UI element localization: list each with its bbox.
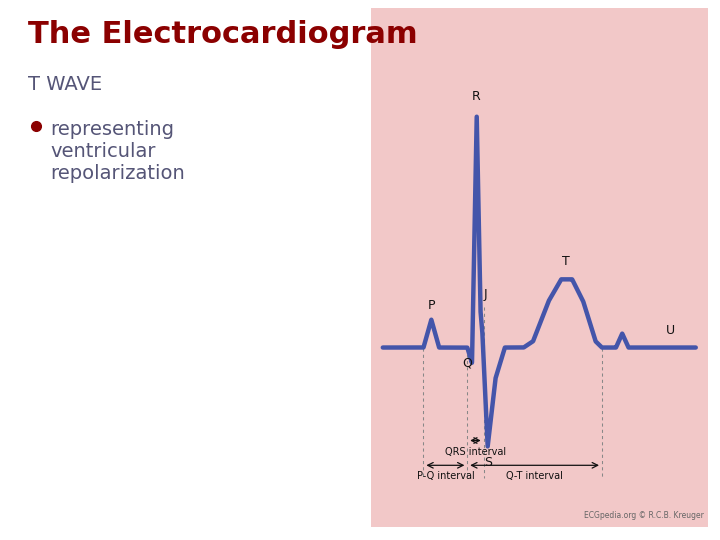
Text: The Electrocardiogram: The Electrocardiogram xyxy=(28,20,418,49)
Text: ventricular: ventricular xyxy=(50,142,156,161)
Text: U: U xyxy=(666,324,675,337)
Text: QRS interval: QRS interval xyxy=(445,447,506,456)
Text: Q: Q xyxy=(463,357,472,370)
Text: ECGpedia.org © R.C.B. Kreuger: ECGpedia.org © R.C.B. Kreuger xyxy=(584,511,703,521)
Text: R: R xyxy=(472,90,480,103)
Text: P: P xyxy=(428,299,435,312)
Text: representing: representing xyxy=(50,120,174,139)
Text: Q-T interval: Q-T interval xyxy=(506,471,563,481)
Text: repolarization: repolarization xyxy=(50,164,185,183)
Text: T WAVE: T WAVE xyxy=(28,75,102,94)
Bar xyxy=(371,8,708,526)
Text: J: J xyxy=(484,288,487,301)
Text: S: S xyxy=(485,456,492,469)
Text: P-Q interval: P-Q interval xyxy=(416,471,474,481)
Text: T: T xyxy=(562,255,570,268)
